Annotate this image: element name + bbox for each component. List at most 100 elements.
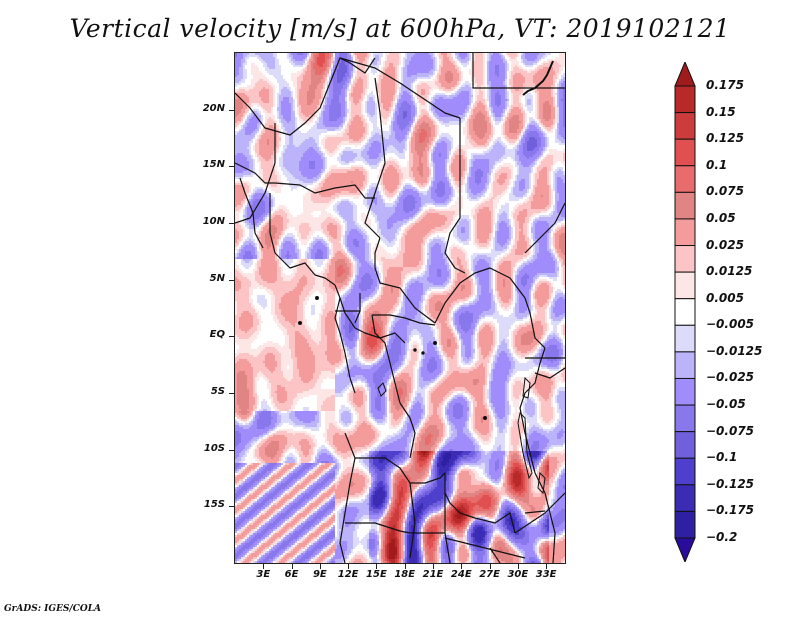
lake-outline <box>517 411 533 480</box>
border-line <box>239 177 264 249</box>
colorbar-swatch <box>674 218 696 247</box>
border-line <box>544 492 556 563</box>
y-tick-label: 5S <box>210 386 225 397</box>
x-tick <box>319 564 321 569</box>
border-line <box>374 237 436 324</box>
colorbar-swatch <box>674 484 696 512</box>
x-tick <box>433 564 434 569</box>
island-marker <box>298 321 302 325</box>
colorbar-level-label: 0.005 <box>706 290 744 305</box>
y-tick-label: 10N <box>202 216 225 227</box>
x-tick-label: 30E <box>507 569 529 580</box>
y-tick <box>229 166 234 168</box>
vertical-velocity-field <box>235 53 565 563</box>
colorbar-level-label: 0.1 <box>706 157 728 172</box>
y-tick <box>229 109 234 111</box>
border-line <box>334 284 406 344</box>
x-tick <box>517 564 519 569</box>
x-tick <box>489 564 491 569</box>
y-tick-label: 10S <box>203 442 225 454</box>
border-line <box>524 510 546 514</box>
border-line <box>364 77 386 239</box>
chart-title: Vertical velocity [m/s] at 600hPa, VT: 2… <box>69 14 731 43</box>
border-line <box>489 547 501 563</box>
footer-credit: GrADS: IGES/COLA <box>4 604 102 614</box>
border-line <box>472 53 565 89</box>
x-tick-label: 3E <box>256 569 271 580</box>
island-marker <box>483 416 487 420</box>
y-tick-label: 15N <box>202 159 225 171</box>
colorbar-swatch <box>674 431 696 459</box>
colorbar-swatch <box>674 191 696 220</box>
colorbar-swatch <box>674 377 696 406</box>
y-tick-label: 15S <box>203 499 225 511</box>
border-line <box>534 367 565 379</box>
border-line <box>524 297 546 349</box>
x-tick <box>404 564 406 569</box>
colorbar-swatch <box>674 510 696 539</box>
lake-outline <box>522 376 531 399</box>
border-line <box>449 502 516 534</box>
colorbar-level-label: −0.005 <box>706 317 755 332</box>
border-line <box>354 293 361 324</box>
x-tick-label: 15E <box>366 569 387 580</box>
colorbar-level-label: 0.15 <box>706 104 736 119</box>
border-line <box>372 314 436 326</box>
x-tick-label: 18E <box>394 569 416 580</box>
x-tick <box>376 564 378 569</box>
x-tick-label: 27E <box>479 569 500 580</box>
border-line <box>274 252 336 286</box>
colorbar-swatch <box>674 165 696 193</box>
colorbar-swatch <box>674 271 696 300</box>
colorbar-level-label: 0.175 <box>706 78 744 92</box>
colorbar-level-label: 0.075 <box>706 184 744 199</box>
colorbar <box>674 62 696 562</box>
colorbar-extend-max <box>674 62 696 87</box>
border-line <box>235 123 276 224</box>
y-tick-label: EQ <box>209 329 225 341</box>
border-line <box>444 537 526 559</box>
border-line <box>410 472 451 504</box>
island-marker <box>413 348 417 352</box>
colorbar-level-label: −0.125 <box>706 476 755 491</box>
border-line <box>339 432 356 563</box>
border-line <box>434 267 526 324</box>
colorbar-swatch <box>674 85 696 114</box>
border-line <box>410 532 451 563</box>
colorbar-level-label: −0.05 <box>706 397 746 412</box>
border-line <box>514 492 565 534</box>
nile-river <box>522 60 554 96</box>
colorbar-swatch <box>674 457 696 486</box>
y-tick <box>229 506 234 508</box>
y-tick <box>229 449 234 451</box>
border-line <box>235 162 275 184</box>
island-marker <box>315 296 319 300</box>
border-line <box>339 57 461 119</box>
x-tick-label: 6E <box>284 569 299 580</box>
x-tick <box>461 564 463 569</box>
country-borders <box>235 53 565 563</box>
border-line <box>399 402 416 459</box>
border-line <box>345 522 411 534</box>
colorbar-level-label: −0.175 <box>706 503 755 518</box>
x-tick <box>263 564 265 569</box>
colorbar-level-label: −0.2 <box>706 530 738 544</box>
colorbar-level-label: −0.025 <box>706 370 755 385</box>
x-tick-label: 12E <box>337 569 359 580</box>
colorbar-level-label: −0.075 <box>706 423 755 438</box>
colorbar-swatch <box>674 298 696 326</box>
colorbar-level-label: 0.05 <box>706 210 736 225</box>
map-plot-area <box>235 53 565 563</box>
x-tick <box>546 564 548 569</box>
colorbar-level-label: 0.125 <box>706 131 744 146</box>
island-marker <box>433 341 437 345</box>
colorbar-level-label: −0.1 <box>706 450 738 465</box>
border-line <box>444 217 466 274</box>
border-line <box>274 182 375 199</box>
y-tick <box>229 336 234 338</box>
border-line <box>334 297 356 394</box>
y-tick <box>229 279 234 281</box>
colorbar-swatch <box>674 245 696 273</box>
border-line <box>524 202 565 254</box>
colorbar-level-label: 0.0125 <box>706 264 753 279</box>
